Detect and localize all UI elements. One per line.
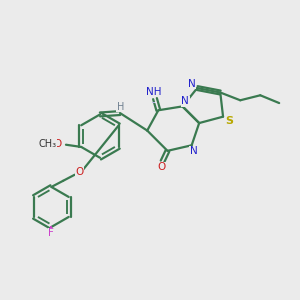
Text: imino: imino bbox=[152, 102, 156, 103]
Text: O: O bbox=[53, 139, 61, 149]
Text: O: O bbox=[76, 167, 84, 177]
Text: N: N bbox=[190, 146, 198, 156]
Text: N: N bbox=[188, 79, 196, 89]
Text: F: F bbox=[49, 228, 54, 238]
Text: CH₃: CH₃ bbox=[38, 139, 56, 149]
Text: N: N bbox=[182, 96, 189, 106]
Text: NH: NH bbox=[146, 87, 161, 97]
Text: H: H bbox=[117, 102, 124, 112]
Text: S: S bbox=[225, 116, 233, 126]
Text: O: O bbox=[158, 163, 166, 172]
